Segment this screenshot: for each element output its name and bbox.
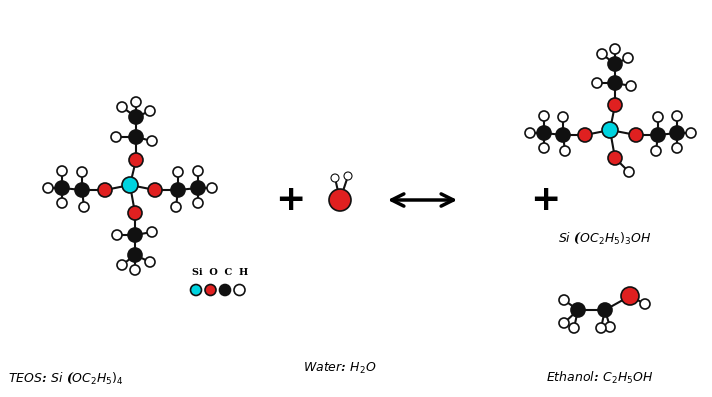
Circle shape	[129, 153, 143, 167]
Circle shape	[624, 167, 634, 177]
Circle shape	[77, 167, 87, 177]
Circle shape	[234, 285, 245, 295]
Text: $\it{Si}$ ($\it{OC}_2\it{H}_5)_3\it{OH}$: $\it{Si}$ ($\it{OC}_2\it{H}_5)_3\it{OH}$	[558, 230, 651, 246]
Circle shape	[145, 257, 155, 267]
Circle shape	[147, 227, 157, 237]
Circle shape	[117, 102, 127, 112]
Circle shape	[605, 322, 615, 332]
Circle shape	[112, 230, 122, 240]
Circle shape	[75, 183, 89, 197]
Circle shape	[43, 183, 53, 193]
Circle shape	[57, 166, 67, 176]
Circle shape	[621, 287, 639, 305]
Circle shape	[608, 57, 622, 71]
Circle shape	[145, 106, 155, 116]
Circle shape	[629, 128, 643, 142]
Circle shape	[539, 111, 549, 121]
Circle shape	[597, 49, 607, 59]
Circle shape	[79, 202, 89, 212]
Circle shape	[219, 285, 231, 295]
Text: +: +	[275, 183, 305, 217]
Circle shape	[191, 285, 201, 295]
Circle shape	[525, 128, 535, 138]
Circle shape	[602, 122, 618, 138]
Text: Si  O  C  H: Si O C H	[192, 268, 248, 277]
Circle shape	[608, 151, 622, 165]
Circle shape	[578, 128, 592, 142]
Circle shape	[117, 260, 127, 270]
Circle shape	[129, 130, 143, 144]
Circle shape	[193, 198, 203, 208]
Circle shape	[55, 181, 69, 195]
Circle shape	[173, 167, 183, 177]
Circle shape	[686, 128, 696, 138]
Circle shape	[559, 295, 569, 305]
Circle shape	[171, 183, 185, 197]
Circle shape	[653, 112, 663, 122]
Text: $\it{Ethanol}$: $\it{C}_2\it{H}_5\it{OH}$: $\it{Ethanol}$: $\it{C}_2\it{H}_5\it{OH}…	[546, 370, 654, 386]
Circle shape	[623, 53, 633, 63]
Text: $\it{Water}$: $\it{H}_2\it{O}$: $\it{Water}$: $\it{H}_2\it{O}$	[303, 360, 377, 376]
Circle shape	[131, 97, 141, 107]
Circle shape	[130, 265, 140, 275]
Circle shape	[596, 323, 606, 333]
Circle shape	[147, 136, 157, 146]
Circle shape	[640, 299, 650, 309]
Text: $\it{TEOS}$: $\it{Si}$ ($\it{OC}$$_2$$\it{H}_5)_4$: $\it{TEOS}$: $\it{Si}$ ($\it{OC}$$_2$$\i…	[8, 370, 124, 385]
Circle shape	[626, 81, 636, 91]
Circle shape	[592, 78, 602, 88]
Circle shape	[122, 177, 138, 193]
Circle shape	[171, 202, 181, 212]
Circle shape	[539, 143, 549, 153]
Circle shape	[193, 166, 203, 176]
Circle shape	[651, 146, 661, 156]
Circle shape	[571, 303, 585, 317]
Text: +: +	[530, 183, 560, 217]
Circle shape	[329, 189, 351, 211]
Circle shape	[128, 206, 142, 220]
Circle shape	[344, 172, 352, 180]
Circle shape	[672, 111, 682, 121]
Circle shape	[205, 285, 216, 295]
Circle shape	[556, 128, 570, 142]
Circle shape	[569, 323, 579, 333]
Circle shape	[129, 110, 143, 124]
Circle shape	[331, 174, 339, 182]
Circle shape	[560, 146, 570, 156]
Circle shape	[111, 132, 121, 142]
Circle shape	[128, 228, 142, 242]
Circle shape	[558, 112, 568, 122]
Circle shape	[57, 198, 67, 208]
Circle shape	[207, 183, 217, 193]
Circle shape	[537, 126, 551, 140]
Circle shape	[98, 183, 112, 197]
Circle shape	[191, 181, 205, 195]
Circle shape	[670, 126, 684, 140]
Circle shape	[608, 98, 622, 112]
Circle shape	[128, 248, 142, 262]
Circle shape	[559, 318, 569, 328]
Circle shape	[610, 44, 620, 54]
Circle shape	[598, 303, 612, 317]
Circle shape	[672, 143, 682, 153]
Circle shape	[608, 76, 622, 90]
Circle shape	[651, 128, 665, 142]
Circle shape	[148, 183, 162, 197]
